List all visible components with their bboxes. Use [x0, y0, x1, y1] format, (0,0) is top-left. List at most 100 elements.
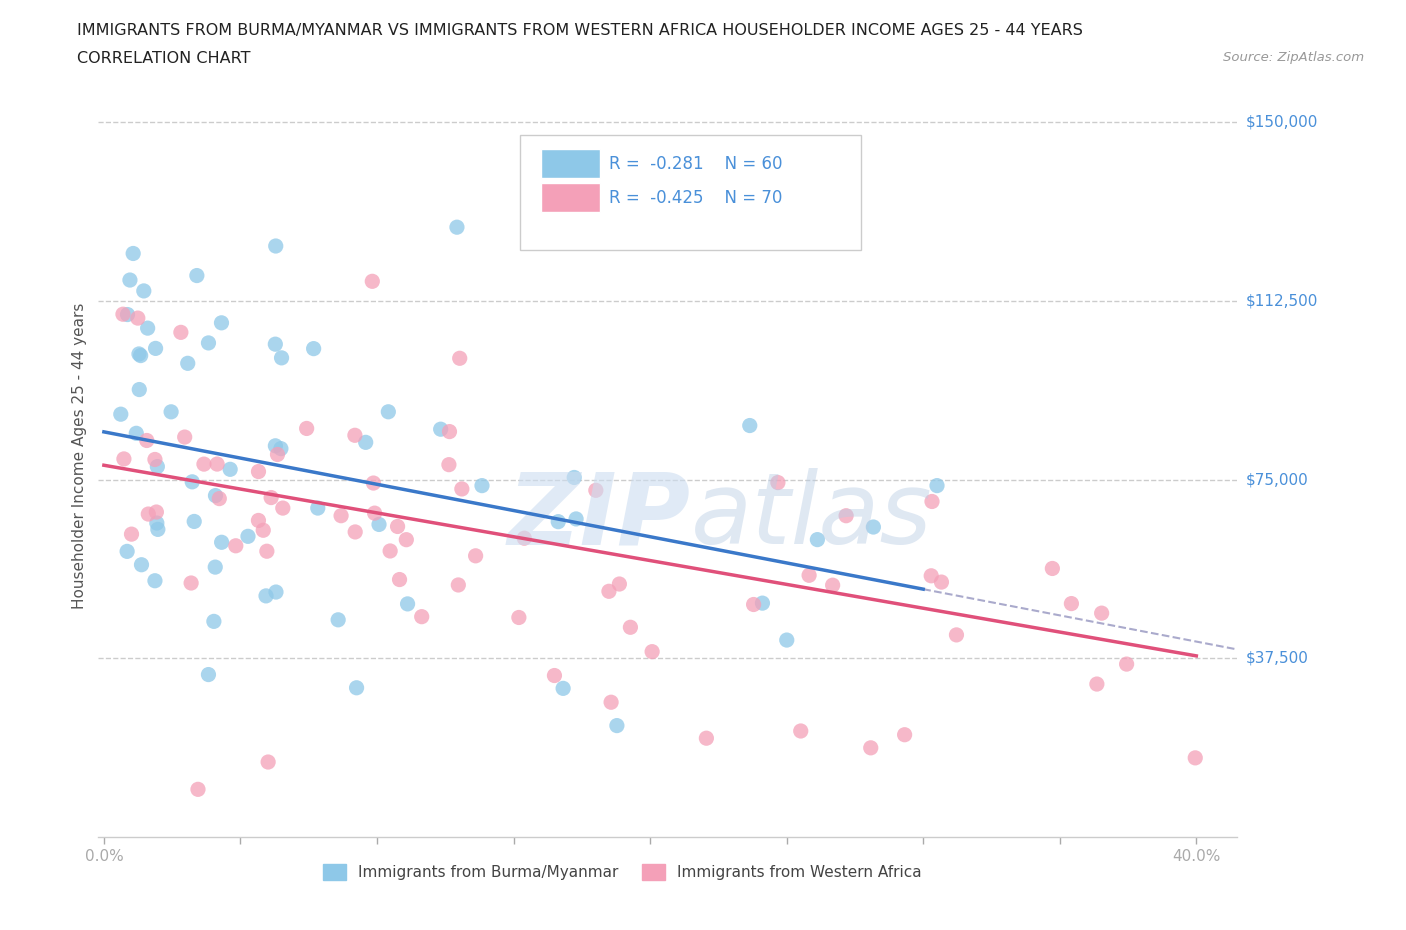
Point	[806, 532, 828, 547]
Point	[395, 532, 418, 547]
Point	[543, 668, 565, 683]
Point	[257, 754, 280, 769]
Point	[193, 457, 215, 472]
Point	[411, 609, 433, 624]
Point	[893, 727, 915, 742]
Point	[619, 619, 641, 634]
Point	[931, 575, 953, 590]
Point	[945, 628, 967, 643]
Point	[464, 549, 486, 564]
Point	[145, 341, 167, 356]
Point	[354, 435, 377, 450]
Text: ZIP: ZIP	[508, 468, 690, 565]
Point	[859, 740, 882, 755]
Point	[177, 356, 200, 371]
Point	[330, 509, 353, 524]
Point	[547, 514, 569, 529]
Point	[446, 219, 468, 234]
Point	[117, 307, 139, 322]
Point	[1091, 605, 1114, 620]
Point	[439, 424, 461, 439]
Point	[751, 596, 773, 611]
FancyBboxPatch shape	[520, 136, 862, 250]
Point	[121, 526, 143, 541]
Point	[388, 572, 411, 587]
Point	[862, 520, 884, 535]
Point	[742, 597, 765, 612]
Text: Source: ZipAtlas.com: Source: ZipAtlas.com	[1223, 51, 1364, 64]
Point	[146, 515, 169, 530]
Point	[346, 681, 368, 696]
Point	[252, 523, 274, 538]
Point	[1060, 596, 1083, 611]
Point	[766, 475, 789, 490]
Point	[450, 482, 472, 497]
Point	[115, 544, 138, 559]
Point	[197, 336, 219, 351]
Point	[170, 325, 193, 339]
Text: R =  -0.281    N = 60: R = -0.281 N = 60	[609, 154, 782, 173]
Point	[1184, 751, 1206, 765]
Point	[260, 490, 283, 505]
Point	[609, 577, 631, 591]
Point	[180, 576, 202, 591]
Point	[204, 560, 226, 575]
Point	[197, 667, 219, 682]
Point	[143, 573, 166, 588]
Point	[378, 543, 401, 558]
Point	[835, 509, 858, 524]
Point	[271, 500, 294, 515]
Text: CORRELATION CHART: CORRELATION CHART	[77, 51, 250, 66]
Point	[131, 557, 153, 572]
Point	[135, 433, 157, 448]
Point	[112, 451, 135, 466]
Point	[254, 589, 277, 604]
Point	[128, 382, 150, 397]
Point	[295, 421, 318, 436]
Point	[641, 644, 664, 659]
Point	[183, 514, 205, 529]
FancyBboxPatch shape	[541, 149, 599, 179]
Point	[264, 438, 287, 453]
Point	[508, 610, 530, 625]
Point	[447, 578, 470, 592]
Point	[186, 268, 208, 283]
Point	[219, 462, 242, 477]
Point	[344, 525, 367, 539]
Point	[513, 531, 536, 546]
Point	[118, 272, 141, 287]
Point	[202, 614, 225, 629]
Point	[111, 307, 134, 322]
FancyBboxPatch shape	[541, 183, 599, 212]
Point	[264, 239, 287, 254]
Point	[146, 522, 169, 537]
Text: atlas: atlas	[690, 468, 932, 565]
Point	[270, 441, 292, 456]
Point	[211, 315, 233, 330]
Point	[738, 418, 761, 433]
Point	[797, 568, 820, 583]
Point	[211, 535, 233, 550]
Point	[266, 447, 288, 462]
Point	[585, 483, 607, 498]
Point	[429, 422, 451, 437]
Point	[363, 475, 385, 490]
Point	[553, 681, 575, 696]
Point	[128, 347, 150, 362]
Point	[565, 512, 588, 526]
Point	[396, 596, 419, 611]
Point	[776, 632, 799, 647]
Point	[598, 584, 620, 599]
Point	[187, 782, 209, 797]
Point	[270, 351, 292, 365]
Point	[328, 612, 350, 627]
Point	[307, 500, 329, 515]
Point	[145, 505, 167, 520]
Point	[562, 470, 585, 485]
Point	[247, 513, 270, 528]
Point	[437, 458, 460, 472]
Legend: Immigrants from Burma/Myanmar, Immigrants from Western Africa: Immigrants from Burma/Myanmar, Immigrant…	[318, 858, 928, 886]
Point	[181, 474, 204, 489]
Point	[205, 457, 228, 472]
Point	[1040, 561, 1063, 576]
